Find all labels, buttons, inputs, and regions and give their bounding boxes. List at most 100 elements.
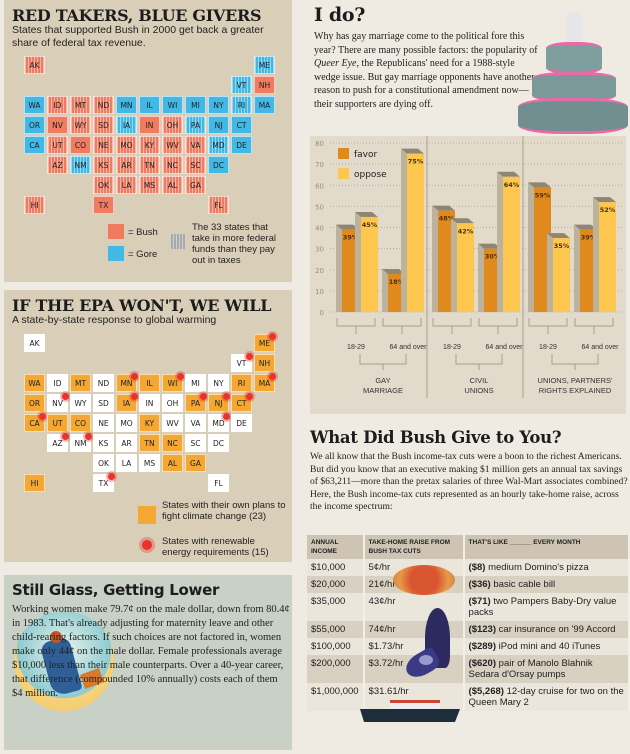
state-oh: OH xyxy=(162,116,183,134)
state-dc: DC xyxy=(208,434,229,452)
state-hi: HI xyxy=(24,196,45,214)
state-mt: MT xyxy=(70,96,91,114)
state-fl: FL xyxy=(208,474,229,492)
legend-swatch-oppose xyxy=(338,168,349,179)
bar-favor xyxy=(534,187,551,312)
state-nd: ND xyxy=(93,374,114,392)
state-oh: OH xyxy=(162,394,183,412)
table-row: $10,000 5¢/hr ($8) medium Domino's pizza xyxy=(307,559,630,576)
bar-top xyxy=(382,268,405,274)
cost-value: ($123) xyxy=(468,624,497,635)
state-al: AL xyxy=(162,454,183,472)
glass-title: Still Glass, Getting Lower xyxy=(12,581,220,599)
state-ga: GA xyxy=(185,454,206,472)
renewable-star-icon xyxy=(62,433,69,440)
bar-top xyxy=(432,205,455,211)
state-ne: NE xyxy=(93,414,114,432)
state-sd: SD xyxy=(93,394,114,412)
cruise-ship-image xyxy=(360,700,460,722)
like-cell: ($620) pair of Manolo Blahnik Sedara d'O… xyxy=(463,655,630,683)
bar-value-label: 39% xyxy=(581,234,597,242)
glass-text: Working women make 79.7¢ on the male dol… xyxy=(12,604,290,699)
bar-value-label: 42% xyxy=(458,227,474,235)
bar-oppose xyxy=(503,176,520,312)
state-mi: MI xyxy=(185,374,206,392)
state-md: MD xyxy=(208,136,229,154)
y-tick-label: 0 xyxy=(320,309,324,317)
state-sc: SC xyxy=(185,434,206,452)
category-bracket xyxy=(574,318,614,334)
map1-title: RED TAKERS, BLUE GIVERS xyxy=(12,6,262,25)
state-vt: VT xyxy=(231,353,253,372)
income-cell: $10,000 xyxy=(307,559,365,576)
bar-value-label: 18% xyxy=(389,278,405,286)
ido-title: I do? xyxy=(314,4,366,26)
state-or: OR xyxy=(24,394,45,412)
bar-side xyxy=(382,268,388,312)
state-de: DE xyxy=(231,414,252,432)
state-ky: KY xyxy=(139,136,160,154)
bar-oppose xyxy=(457,223,474,312)
bar-side xyxy=(451,218,457,312)
like-cell: ($123) car insurance on '99 Accord xyxy=(463,621,630,638)
tax-cut-table: ANNUAL INCOME TAKE-HOME RAISE FROM BUSH … xyxy=(307,535,630,711)
bar-oppose xyxy=(407,153,424,312)
category-label: 18-29 xyxy=(347,344,365,351)
bar-side xyxy=(432,205,438,312)
bar-favor xyxy=(580,229,597,312)
state-md: MD xyxy=(208,413,230,432)
bar-top xyxy=(451,218,474,224)
like-cell: ($289) iPod mini and 40 iTunes xyxy=(463,638,630,655)
state-az: AZ xyxy=(47,156,68,174)
renewable-star-icon xyxy=(223,413,230,420)
state-wa: WA xyxy=(24,96,45,114)
bar-top xyxy=(336,224,359,230)
wedding-cake-image xyxy=(518,12,628,136)
state-tn: TN xyxy=(139,156,160,174)
state-ct: CT xyxy=(231,116,252,134)
category-label: 18-29 xyxy=(443,344,461,351)
state-me: ME xyxy=(254,333,276,352)
ido-section: I do? Why has gay marriage come to the p… xyxy=(310,0,630,420)
bar-side xyxy=(574,224,580,312)
state-mo: MO xyxy=(116,414,137,432)
state-ms: MS xyxy=(139,454,160,472)
state-ma: MA xyxy=(254,96,275,114)
bar-favor xyxy=(388,273,405,312)
y-tick-label: 20 xyxy=(315,267,324,275)
like-cell: ($71) two Pampers Baby-Dry value packs xyxy=(463,593,630,621)
bar-side xyxy=(528,182,534,312)
legend-bush-swatch xyxy=(108,224,124,239)
income-cell: $100,000 xyxy=(307,638,365,655)
renewable-star-icon xyxy=(269,373,276,380)
y-tick-label: 40 xyxy=(315,225,324,233)
income-cell: $35,000 xyxy=(307,593,365,621)
renewable-star-icon xyxy=(142,540,152,550)
bar-top xyxy=(497,171,520,177)
table-row: $100,000 $1.73/hr ($289) iPod mini and 40 … xyxy=(307,638,630,655)
state-mt: MT xyxy=(70,374,91,392)
renewable-star-icon xyxy=(177,373,184,380)
state-az: AZ xyxy=(47,433,69,452)
item-text: pair of Manolo Blahnik Sedara d'Orsay pu… xyxy=(468,658,593,680)
state-ri: RI xyxy=(231,96,252,114)
like-cell: ($5,268) 12-day cruise for two on the Qu… xyxy=(463,683,630,711)
bar-value-label: 30% xyxy=(485,253,501,261)
state-nh: NH xyxy=(254,76,275,94)
state-pa: PA xyxy=(185,393,207,412)
state-pa: PA xyxy=(185,116,206,134)
bar-side xyxy=(478,243,484,312)
map2-us-map: AK ME VT NH WA ID MT ND MN IL WI MI NY RI MA OR NV WY SD IA… xyxy=(24,333,284,494)
state-in: IN xyxy=(139,116,160,134)
income-cell: $200,000 xyxy=(307,655,365,683)
cost-value: ($620) xyxy=(468,658,497,669)
like-cell: ($36) basic cable bill xyxy=(463,576,630,593)
state-nh: NH xyxy=(254,354,275,372)
table-row: $35,000 43¢/hr ($71) two Pampers Baby-Dry … xyxy=(307,593,630,621)
state-ia: IA xyxy=(116,393,138,412)
raise-cell: 43¢/hr xyxy=(363,593,465,621)
state-wy: WY xyxy=(70,394,91,412)
map2-subtitle: A state-by-state response to global warm… xyxy=(12,314,217,326)
renewable-star-icon xyxy=(108,473,115,480)
state-ar: AR xyxy=(116,156,137,174)
